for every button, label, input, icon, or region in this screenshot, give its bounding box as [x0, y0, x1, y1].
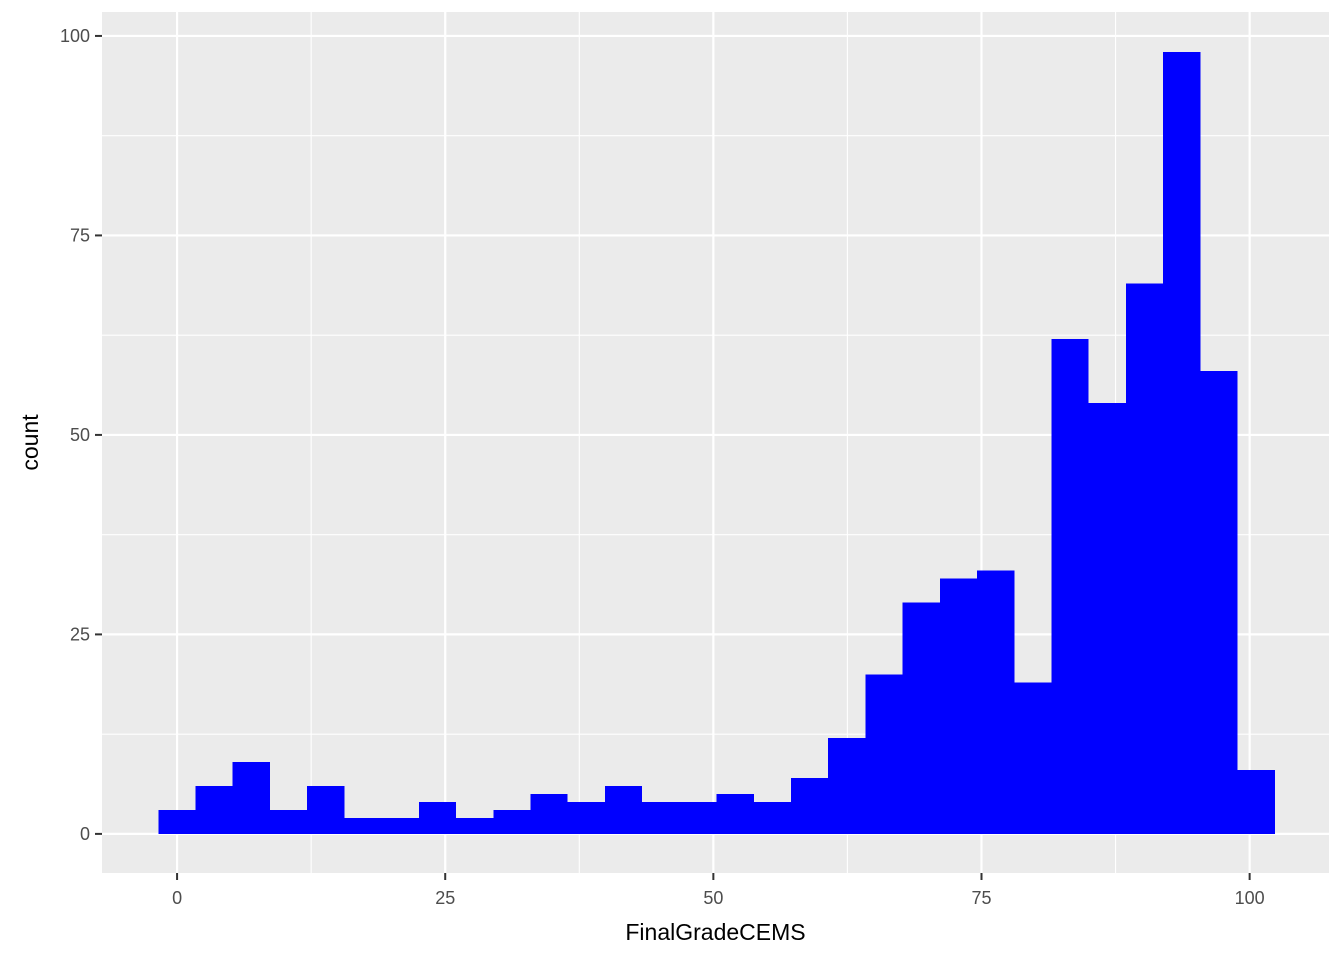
y-tick-label: 25	[70, 624, 90, 644]
y-tick-label: 50	[70, 425, 90, 445]
x-axis-title: FinalGradeCEMS	[625, 919, 805, 945]
y-tick-label: 0	[80, 824, 90, 844]
x-tick-label: 25	[435, 888, 455, 908]
histogram-bar	[604, 786, 643, 834]
histogram-bar	[902, 602, 940, 834]
histogram-bar	[1237, 770, 1275, 834]
histogram-bar	[977, 570, 1015, 834]
x-tick-label: 75	[971, 888, 991, 908]
histogram-bar	[530, 794, 568, 834]
x-axis: 0 25 50 75 100	[172, 873, 1265, 908]
histogram-bar	[232, 762, 270, 834]
histogram-bar	[493, 809, 531, 834]
histogram-bar	[679, 801, 717, 834]
histogram-bar	[1125, 283, 1164, 834]
histogram-bar	[1051, 339, 1089, 834]
histogram-bar	[269, 809, 308, 834]
y-axis: 0 25 50 75 100	[60, 26, 102, 844]
histogram-bar	[642, 801, 680, 834]
histogram-bar	[791, 778, 829, 834]
histogram-bar	[1200, 371, 1238, 834]
histogram-bar	[865, 674, 903, 834]
histogram-bar	[418, 801, 457, 834]
histogram-bar	[307, 786, 345, 834]
x-tick-label: 0	[172, 888, 182, 908]
histogram-bar	[195, 786, 233, 834]
y-tick-label: 75	[70, 225, 90, 245]
histogram-bar	[753, 801, 792, 834]
x-tick-label: 100	[1235, 888, 1265, 908]
histogram-bar	[1088, 403, 1126, 834]
y-axis-title: count	[17, 414, 43, 471]
histogram-bar	[567, 801, 605, 834]
x-tick-label: 50	[703, 888, 723, 908]
histogram-bar	[1014, 682, 1052, 834]
histogram-bar	[1163, 51, 1201, 834]
histogram-bars	[158, 51, 1275, 834]
histogram-bar	[828, 738, 866, 834]
histogram-bar	[939, 578, 978, 834]
histogram-bar	[716, 794, 754, 834]
histogram-bar	[344, 817, 382, 834]
histogram-bar	[381, 817, 419, 834]
y-tick-label: 100	[60, 26, 90, 46]
histogram-bar	[158, 809, 196, 834]
histogram-bar	[456, 817, 494, 834]
